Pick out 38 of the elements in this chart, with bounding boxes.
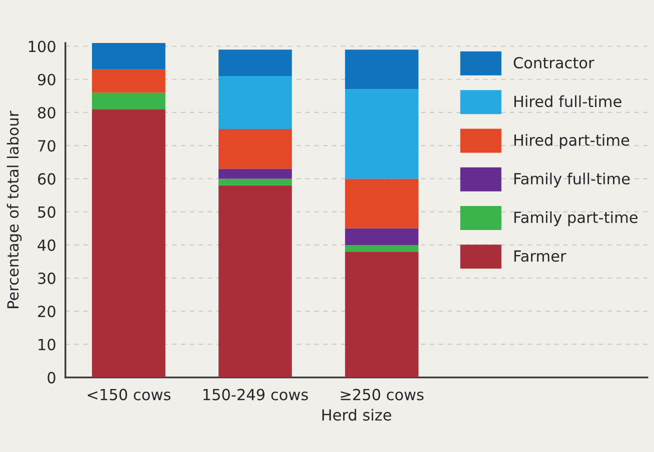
bar: [92, 109, 166, 378]
legend-label: Farmer: [514, 250, 566, 262]
y-tick-label: 100: [28, 40, 56, 52]
legend-label: Family full-time: [514, 172, 630, 188]
bar: [218, 76, 292, 130]
bar: [218, 50, 292, 76]
y-tick-label: 20: [38, 306, 56, 318]
x-axis-title: Herd size: [322, 408, 392, 421]
legend-label: Contractor: [514, 56, 594, 69]
y-tick-label: 10: [38, 338, 56, 350]
y-axis-title: Percentage of total labour: [6, 110, 22, 308]
bar: [218, 178, 292, 186]
legend-label: Hired part-time: [514, 134, 630, 149]
bar: [218, 129, 292, 169]
y-tick-label: 40: [38, 239, 56, 251]
y-tick-label: 30: [38, 272, 56, 284]
y-tick-label: 70: [38, 140, 56, 152]
x-tick-label: 150-249 cows: [203, 388, 308, 400]
legend-label: Family part-time: [514, 211, 638, 226]
bar: [218, 185, 292, 378]
bar: [92, 92, 166, 110]
x-tick-label: ≥250 cows: [340, 388, 424, 400]
bar: [345, 244, 418, 252]
y-tick-label: 90: [38, 74, 56, 86]
legend-label: Hired full-time: [514, 95, 622, 108]
bar: [345, 89, 418, 179]
bar: [345, 228, 418, 245]
y-tick-label: 80: [38, 106, 56, 119]
y-tick-label: 50: [38, 206, 56, 218]
y-tick-label: 0: [48, 372, 56, 384]
x-tick-label: <150 cows: [88, 388, 170, 400]
bar: [92, 42, 166, 70]
bar: [345, 50, 418, 90]
bar: [345, 178, 418, 228]
bar: [345, 252, 418, 378]
bar: [218, 168, 292, 179]
y-tick-label: 60: [38, 173, 56, 185]
bar: [92, 69, 166, 93]
